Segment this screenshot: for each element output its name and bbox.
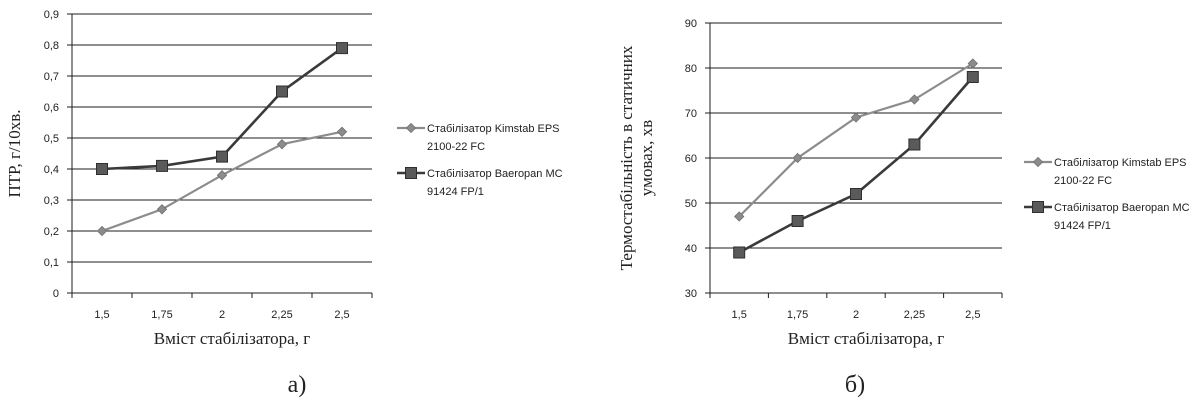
x-tick-label: 1,75 — [151, 309, 172, 321]
series-1-point — [156, 204, 168, 215]
series-1-point — [909, 94, 920, 105]
series-line-1 — [101, 130, 343, 233]
y-tick-label: 0,8 — [44, 40, 59, 52]
y-tick-label: 40 — [685, 243, 697, 255]
legend-label-line: Стабілізатор Baeropan MC — [1054, 202, 1190, 214]
y-tick-label: 80 — [685, 63, 697, 75]
y-axis-title: ПТР, г/10хв. — [5, 110, 24, 198]
legend-label: Стабілізатор Baeropan MC 91424 FP/1 — [1054, 202, 1190, 232]
series-1-point — [336, 126, 348, 137]
x-tick-label: 1,75 — [787, 309, 808, 321]
x-tick-label: 2,25 — [271, 309, 292, 321]
y-tick-label: 0,9 — [44, 9, 59, 21]
series-1-point — [96, 225, 108, 237]
series-2-point — [96, 163, 108, 175]
legend-entry-1: Стабілізатор Kimstab EPS 2100-22 FC — [1024, 156, 1187, 187]
y-tick-label: 0,1 — [44, 257, 59, 269]
chart-2: 30 40 50 60 70 80 90 1,5 1,75 2 2,25 2,5 Вміст стабі… — [617, 18, 1190, 398]
x-tick-label: 2,5 — [334, 309, 349, 321]
legend-label: Стабілізатор Kimstab EPS 2100-22 FC — [1054, 157, 1187, 187]
legend-marker — [405, 122, 417, 134]
legend-label-line: 2100-22 FC — [427, 141, 485, 153]
series-2-point — [336, 42, 348, 55]
y-tick-label: 90 — [685, 18, 697, 30]
series-2-point — [791, 215, 804, 227]
x-axis-title: Вміст стабілізатора, г — [154, 329, 310, 348]
y-tick-label: 30 — [685, 288, 697, 300]
series-1-point — [276, 139, 288, 150]
legend-entry-1: Стабілізатор Kimstab EPS 2100-22 FC — [397, 122, 560, 153]
series-2-point — [908, 138, 921, 151]
x-tick-label: 1,5 — [94, 309, 109, 321]
series-1-point — [850, 112, 862, 123]
series-2-point — [156, 159, 168, 172]
x-tick-label: 2 — [853, 309, 859, 321]
x-tick-label: 1,5 — [732, 309, 747, 321]
legend-marker — [1032, 156, 1044, 168]
series-1-point — [734, 211, 745, 222]
series-1-point — [216, 170, 228, 181]
series-line-2 — [738, 76, 974, 254]
legend-label-line: 91424 FP/1 — [427, 186, 484, 198]
x-tick-label: 2 — [219, 309, 225, 321]
legend-entry-2: Стабілізатор Baeropan MC 91424 FP/1 — [1024, 201, 1190, 232]
y-tick-label: 60 — [685, 153, 697, 165]
y-axis-title-line: Термостабільність в статичних — [617, 45, 636, 270]
legend-label-line: 2100-22 FC — [1054, 175, 1112, 187]
legend-label-line: 91424 FP/1 — [1054, 220, 1111, 232]
legend-marker — [405, 167, 417, 179]
series-2-point — [733, 246, 746, 259]
x-axis-title: Вміст стабілізатора, г — [788, 329, 944, 348]
y-tick-label: 0 — [53, 288, 59, 300]
series-2-point — [216, 150, 228, 163]
legend-label-line: Стабілізатор Kimstab EPS — [427, 123, 560, 135]
series-2-point — [276, 85, 288, 98]
x-tick-label: 2,25 — [904, 309, 925, 321]
series-2-point — [966, 71, 979, 83]
legend-marker — [1032, 201, 1044, 213]
chart-1: 0 0,1 0,2 0,3 0,4 0,5 0,6 0,7 0,8 0,9 1,5 1,75 2 2,25… — [5, 9, 563, 398]
y-tick-label: 0,7 — [44, 71, 59, 83]
y-tick-label: 0,6 — [44, 102, 59, 114]
y-tick-label: 0,2 — [44, 226, 59, 238]
y-tick-label: 50 — [685, 198, 697, 210]
y-tick-label: 0,5 — [44, 133, 59, 145]
y-axis-title: Термостабільність в статичнихумовах, хв — [617, 45, 656, 270]
series-1-point — [792, 152, 803, 164]
y-tick-label: 0,3 — [44, 195, 59, 207]
legend-label: Стабілізатор Baeropan MC 91424 FP/1 — [427, 168, 563, 198]
series-1-point — [967, 58, 978, 69]
panel-label: б) — [845, 372, 865, 398]
legend-label: Стабілізатор Kimstab EPS 2100-22 FC — [427, 123, 560, 153]
y-axis-title-line: умовах, хв — [637, 120, 656, 196]
legend-entry-2: Стабілізатор Baeropan MC 91424 FP/1 — [397, 167, 563, 198]
legend-label-line: Стабілізатор Baeropan MC — [427, 168, 563, 180]
series-2-point — [850, 188, 862, 200]
x-tick-label: 2,5 — [965, 309, 980, 321]
panel-label: а) — [288, 372, 307, 398]
y-tick-label: 0,4 — [44, 164, 59, 176]
y-tick-label: 70 — [685, 108, 697, 120]
legend-label-line: Стабілізатор Kimstab EPS — [1054, 157, 1187, 169]
